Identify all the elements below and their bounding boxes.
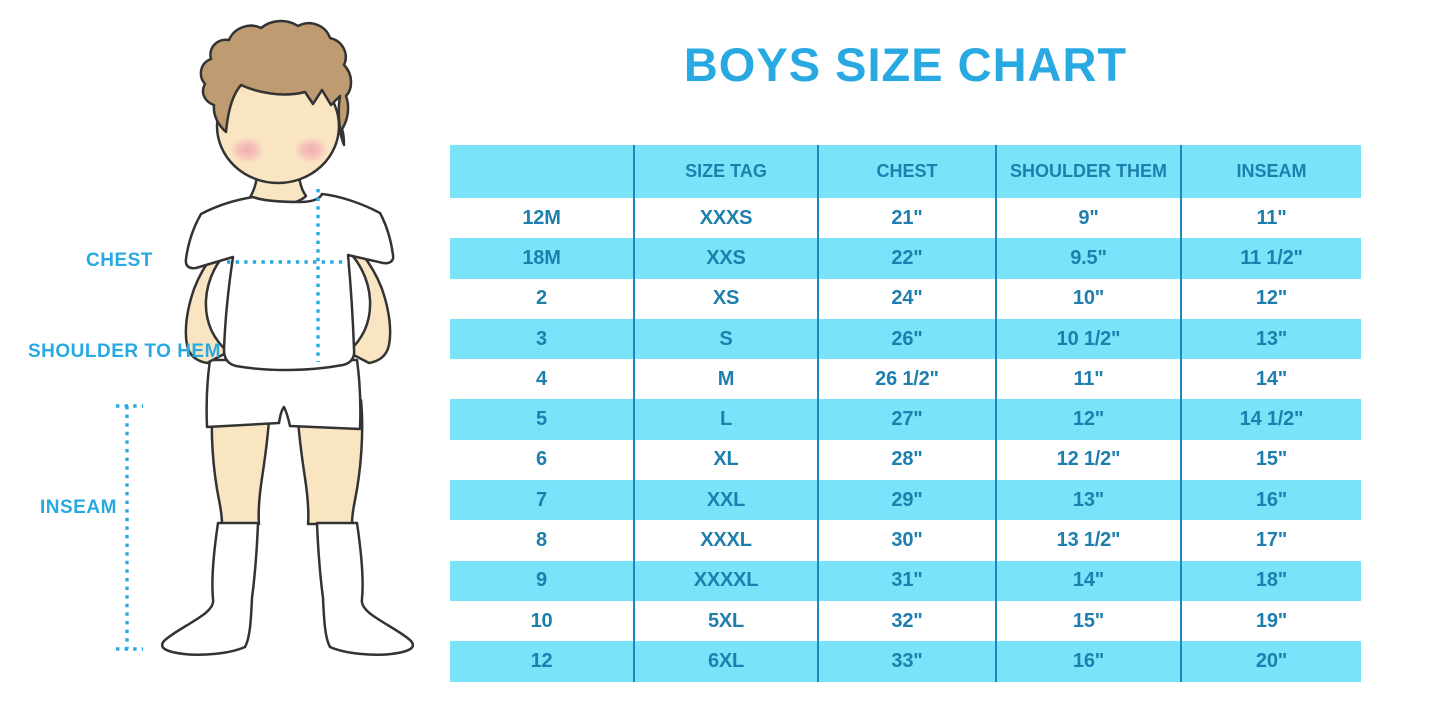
value-cell: 26 1/2" [817,359,995,400]
size-label-cell: 2 [536,287,547,310]
value-cell: S [633,318,817,360]
value-cell: XXXS [633,198,817,239]
table-rows: 12M XXXS 21" 9" 11" 18M XXS 22" 9.5" 11 1/2" 2 XS 24… [450,198,1361,682]
value-cell: 19" [1180,600,1361,642]
value-cell: 15" [995,600,1180,642]
size-label-cell: 7 [536,488,547,511]
size-label-cell: 9 [536,569,547,592]
right-sock [315,521,415,656]
value-cell: 12 1/2" [995,439,1180,481]
hair [199,19,353,147]
header-cell-size-tag: SIZE TAG [633,145,817,198]
value-cell: 10 1/2" [995,318,1180,360]
size-label-cell: 4 [536,367,547,390]
table-header-row: SIZE TAG CHEST SHOULDER THEM INSEAM [450,145,1361,198]
value-cell: 16" [995,641,1180,682]
table-row: 12 6XL 33" 16" 20" [450,641,1361,682]
left-blush [230,137,264,163]
value-cell: 26" [817,318,995,360]
table-row: 18M XXS 22" 9.5" 11 1/2" [450,238,1361,279]
shoulder-to-hem-label: SHOULDER TO HEM [28,341,221,362]
value-cell: 5XL [633,600,817,642]
value-cell: XL [633,439,817,481]
value-cell: 27" [817,399,995,440]
value-cell: 32" [817,600,995,642]
size-label-cell: 18M [522,246,561,269]
size-label-cell: 6 [536,448,547,471]
value-cell: XXL [633,480,817,521]
value-cell: XS [633,278,817,319]
value-cell: 17" [1180,520,1361,561]
value-cell: 31" [817,560,995,601]
value-cell: XXS [633,238,817,279]
measurement-lines [116,189,348,651]
size-label-cell: 10 [530,609,553,632]
inseam-label: INSEAM [40,497,117,518]
value-cell: XXXL [633,520,817,561]
value-cell: 14" [995,560,1180,601]
page-title: BOYS SIZE CHART [683,38,1128,91]
size-chart-table: SIZE TAG CHEST SHOULDER THEM INSEAM 12M X… [450,145,1361,682]
value-cell: M [633,359,817,400]
left-sock [160,521,260,656]
value-cell: 13 1/2" [995,520,1180,561]
value-cell: L [633,399,817,440]
value-cell: 12" [1180,278,1361,319]
right-blush [294,137,328,163]
value-cell: 15" [1180,439,1361,481]
boy-figure-illustration [116,19,415,656]
boy-figure [0,0,450,723]
value-cell: 29" [817,480,995,521]
table-row: 3 S 26" 10 1/2" 13" [450,318,1361,360]
table-row: 9 XXXXL 31" 14" 18" [450,560,1361,601]
value-cell: XXXXL [633,560,817,601]
value-cell: 24" [817,278,995,319]
value-cell: 11 1/2" [1180,238,1361,279]
value-cell: 9" [995,198,1180,239]
chest-label: CHEST [86,250,153,271]
value-cell: 16" [1180,480,1361,521]
value-cell: 6XL [633,641,817,682]
value-cell: 20" [1180,641,1361,682]
table-row: 5 L 27" 12" 14 1/2" [450,399,1361,440]
header-cell-size [450,145,633,198]
value-cell: 28" [817,439,995,481]
right-arm [338,234,392,365]
table-row: 6 XL 28" 12 1/2" 15" [450,439,1361,481]
size-label-cell: 12M [522,206,561,229]
size-label-cell: 3 [536,327,547,350]
value-cell: 13" [995,480,1180,521]
header-cell-inseam: INSEAM [1180,145,1361,198]
value-cell: 30" [817,520,995,561]
value-cell: 14 1/2" [1180,399,1361,440]
size-label-cell: 8 [536,529,547,552]
size-label-cell: 5 [536,408,547,431]
value-cell: 22" [817,238,995,279]
shorts [205,358,362,431]
value-cell: 12" [995,399,1180,440]
table-row: 2 XS 24" 10" 12" [450,278,1361,319]
table-row: 4 M 26 1/2" 11" 14" [450,359,1361,400]
header-cell-shoulder: SHOULDER THEM [995,145,1180,198]
value-cell: 14" [1180,359,1361,400]
value-cell: 13" [1180,318,1361,360]
value-cell: 21" [817,198,995,239]
value-cell: 11" [1180,198,1361,239]
table-row: 10 5XL 32" 15" 19" [450,600,1361,642]
value-cell: 10" [995,278,1180,319]
left-arm [184,234,238,365]
size-label-cell: 12 [530,649,553,672]
value-cell: 33" [817,641,995,682]
t-shirt [184,192,395,372]
table-row: 7 XXL 29" 13" 16" [450,480,1361,521]
table-row: 12M XXXS 21" 9" 11" [450,198,1361,239]
value-cell: 11" [995,359,1180,400]
table-row: 8 XXXL 30" 13 1/2" 17" [450,520,1361,561]
value-cell: 9.5" [995,238,1180,279]
header-cell-chest: CHEST [817,145,995,198]
value-cell: 18" [1180,560,1361,601]
